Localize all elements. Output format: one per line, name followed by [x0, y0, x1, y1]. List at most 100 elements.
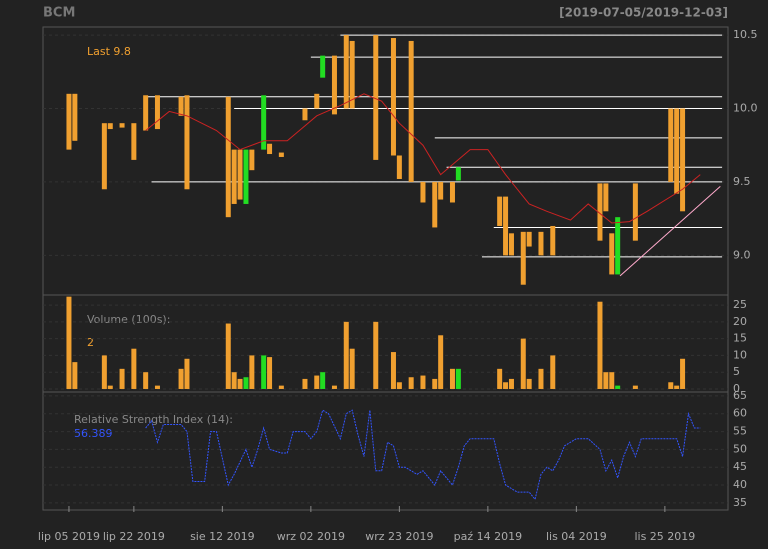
x-tick-label: sie 12 2019: [190, 530, 255, 543]
y-tick-label: 10.0: [733, 102, 758, 115]
candle: [278, 152, 284, 157]
candle: [107, 123, 113, 130]
volume-bar: [243, 377, 249, 389]
candle: [497, 196, 503, 226]
volume-bar: [420, 375, 426, 389]
x-tick-label: paź 14 2019: [454, 530, 522, 543]
y-tick-label: 9.0: [733, 248, 751, 261]
volume-label: Volume (100s):: [87, 313, 170, 326]
volume-bar: [497, 368, 503, 389]
volume-bar: [538, 368, 544, 389]
candle: [508, 233, 514, 256]
y-tick-label: 10: [733, 348, 747, 361]
candle: [674, 108, 680, 194]
candle: [538, 231, 544, 256]
rsi-label: Relative Strength Index (14):: [74, 413, 233, 426]
candle: [320, 55, 326, 78]
x-tick-label: lip 22 2019: [103, 530, 165, 543]
x-tick-label: lis 04 2019: [546, 530, 607, 543]
candle: [609, 233, 615, 275]
candle: [119, 123, 125, 128]
volume-bar: [143, 372, 149, 389]
y-tick-label: 40: [733, 478, 747, 491]
candle: [550, 225, 556, 256]
volume-bar: [632, 385, 638, 389]
y-tick-label: 20: [733, 315, 747, 328]
volume-bar: [225, 323, 231, 389]
volume-bar: [314, 375, 320, 389]
chart-title: BCM: [43, 6, 75, 21]
candle: [520, 231, 526, 285]
volume-bar: [178, 368, 184, 389]
volume-bar: [343, 321, 349, 389]
candle: [373, 35, 379, 160]
candle: [331, 55, 337, 115]
volume-bar: [267, 357, 273, 389]
candle: [668, 108, 674, 182]
y-tick-label: 60: [733, 407, 747, 420]
candle: [438, 181, 444, 200]
candle: [449, 181, 455, 203]
candle: [396, 155, 402, 179]
y-tick-label: 25: [733, 298, 747, 311]
volume-bar: [503, 382, 509, 389]
rsi-line: [145, 409, 701, 501]
candle: [66, 93, 72, 150]
candle: [432, 181, 438, 228]
candle: [603, 183, 609, 212]
candle: [349, 40, 355, 109]
candle: [526, 231, 532, 247]
candle: [632, 183, 638, 241]
volume-bar: [408, 377, 414, 389]
volume-bar: [455, 368, 461, 389]
candle: [249, 149, 255, 171]
candle: [597, 183, 603, 241]
volume-bar: [615, 385, 621, 389]
candle: [390, 38, 396, 156]
volume-bar: [680, 358, 686, 389]
candle: [408, 40, 414, 182]
candle: [72, 93, 78, 141]
volume-bar: [349, 348, 355, 389]
volume-bar: [131, 348, 137, 389]
price-panel: [42, 26, 729, 296]
candle: [503, 196, 509, 256]
candle: [267, 143, 273, 155]
volume-bar: [373, 321, 379, 389]
moving-average: [145, 93, 701, 224]
last-label: Last 9.8: [87, 45, 131, 58]
volume-bar: [390, 352, 396, 389]
volume-bar: [432, 378, 438, 389]
y-tick-label: 10.5: [733, 28, 758, 41]
volume-bar: [674, 385, 680, 389]
candle: [343, 35, 349, 109]
volume-bar: [154, 385, 160, 389]
volume-bar: [107, 385, 113, 389]
y-tick-label: 55: [733, 425, 747, 438]
x-tick-label: lip 05 2019: [38, 530, 100, 543]
volume-bar: [302, 378, 308, 389]
y-tick-label: 15: [733, 332, 747, 345]
candle: [455, 167, 461, 181]
volume-bar: [668, 382, 674, 389]
volume-bar: [609, 372, 615, 389]
volume-bar: [231, 372, 237, 389]
volume-bar: [508, 378, 514, 389]
volume-bar: [119, 368, 125, 389]
candle: [225, 96, 231, 218]
rsi-last: 56.389: [74, 427, 113, 440]
x-tick-label: lis 25 2019: [634, 530, 695, 543]
y-tick-label: 9.5: [733, 175, 751, 188]
volume-bar: [603, 372, 609, 389]
y-tick-label: 50: [733, 442, 747, 455]
candle: [237, 149, 243, 200]
volume-bar: [597, 301, 603, 389]
volume-bar: [278, 385, 284, 389]
volume-bar: [184, 358, 190, 389]
candle: [231, 149, 237, 204]
volume-bar: [331, 385, 337, 389]
candle: [680, 108, 686, 212]
volume-bar: [550, 355, 556, 389]
y-tick-label: 45: [733, 460, 747, 473]
volume-bar: [237, 378, 243, 389]
